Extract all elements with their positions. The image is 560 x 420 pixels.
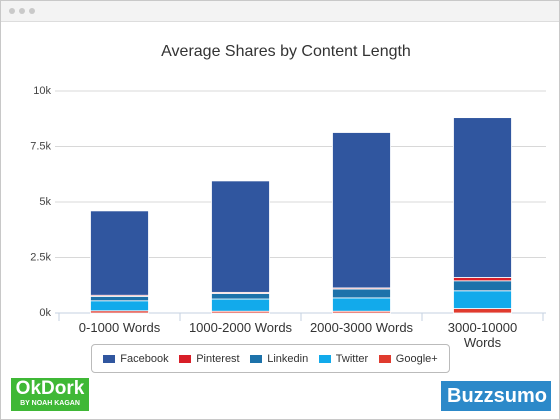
legend-swatch [250, 354, 263, 363]
bar-segment [453, 308, 512, 314]
legend: Facebook Pinterest Linkedin Twitter Google+ [91, 344, 450, 373]
bar-segment [90, 295, 149, 302]
legend-item: Google+ [378, 352, 438, 365]
x-tick-label: 0-1000 Words [78, 320, 161, 335]
legend-item: Facebook [103, 352, 169, 365]
logo-buzzsumo: Buzzsumo [441, 381, 551, 411]
bar-segment [453, 277, 512, 282]
legend-label: Google+ [395, 352, 438, 365]
bar-segment [211, 298, 270, 312]
bar-segment [332, 288, 391, 299]
logo-subtext: BY NOAH KAGAN [20, 400, 80, 407]
logo-text: OkDork [15, 378, 85, 399]
x-tick-label: 2000-3000 Words [309, 320, 414, 335]
x-tick-label: 1000-2000 Words [188, 320, 293, 335]
bar-segment [332, 297, 391, 312]
legend-swatch [378, 354, 391, 363]
bar-segment [332, 132, 391, 289]
bar-segment [453, 290, 512, 309]
y-tick-label: 10k [33, 85, 51, 97]
bar-segment [453, 280, 512, 292]
x-tick-label: 3000-10000 Words [447, 320, 518, 350]
legend-item: Linkedin [250, 353, 308, 365]
bar-segment [211, 180, 270, 293]
window-dot [9, 8, 15, 14]
legend-label: Pinterest [196, 352, 240, 365]
logo-okdork: OkDork BY NOAH KAGAN [11, 378, 89, 411]
window-dot [29, 8, 35, 14]
bar-segment [211, 293, 270, 300]
y-tick-label: 5k [39, 196, 51, 208]
title-bar [1, 1, 559, 22]
bar-segment [90, 210, 149, 296]
y-tick-label: 7.5k [30, 140, 51, 152]
chart-title: Average Shares by Content Length [161, 43, 411, 60]
legend-swatch [103, 354, 116, 363]
legend-item: Pinterest [179, 352, 240, 365]
legend-label: Linkedin [267, 352, 309, 365]
bar-segment [453, 117, 512, 278]
bar-segment [90, 300, 149, 312]
legend-item: Twitter [318, 352, 369, 365]
legend-swatch [318, 354, 331, 363]
legend-swatch [179, 354, 192, 363]
window-dot [19, 8, 25, 14]
legend-label: Twitter [335, 352, 369, 365]
legend-label: Facebook [120, 352, 169, 365]
y-tick-label: 0k [39, 307, 51, 319]
y-tick-label: 2.5k [30, 251, 51, 263]
